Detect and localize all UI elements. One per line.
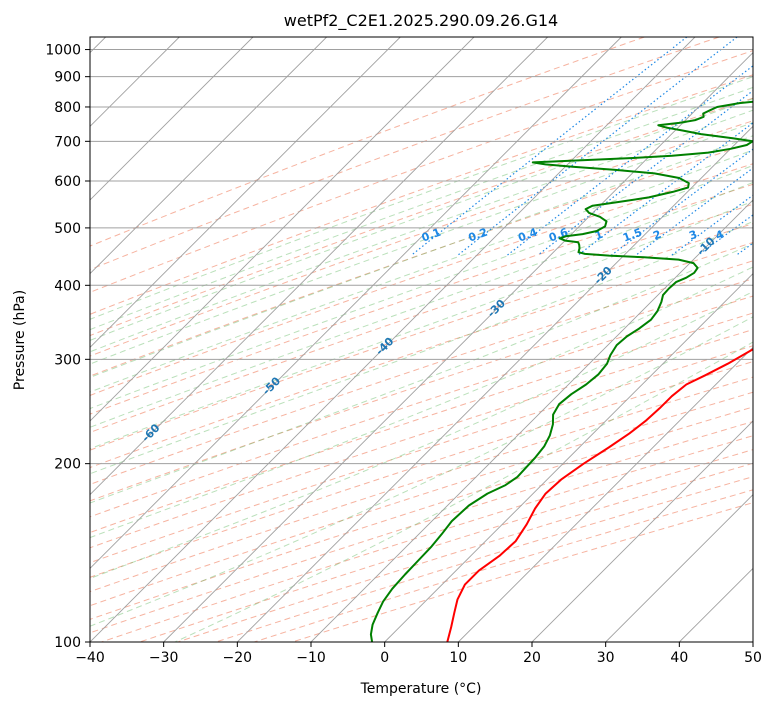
x-tick-label: 0: [380, 650, 389, 666]
x-tick-label: −40: [75, 650, 105, 666]
y-axis-ticks: 100 200 300 400 500 600 700 800 900 1000: [45, 43, 90, 651]
dewpoint-profile-line: [369, 100, 753, 642]
mixing-ratio-line: [457, 37, 738, 256]
dry-adiabat-line: [90, 278, 753, 502]
x-tick-label: −30: [149, 650, 179, 666]
isotherm-line: [163, 52, 753, 642]
mixing-ratio-label: 2: [651, 228, 663, 243]
moist-adiabat-line: [90, 242, 753, 504]
isotherm-line: [90, 37, 401, 348]
dry-adiabat-line: [90, 163, 753, 396]
x-tick-label: −20: [223, 650, 253, 666]
mixing-ratio-lines: [411, 37, 753, 256]
dry-adiabat-line: [90, 361, 753, 578]
x-tick-label: 40: [670, 650, 688, 666]
moist-adiabat-line: [90, 200, 753, 450]
mixing-ratio-label: 0.2: [467, 226, 490, 245]
isotherm-line: [384, 273, 753, 642]
y-tick-label: 700: [54, 134, 81, 150]
moist-adiabat-line: [90, 181, 753, 428]
x-axis-ticks: −40 −30 −20 −10 0 10 20 30 40 50: [75, 642, 762, 666]
x-tick-label: 50: [744, 650, 762, 666]
mixing-ratio-label: 1: [593, 228, 605, 243]
y-tick-label: 1000: [45, 43, 81, 59]
plot-frame: [89, 36, 754, 643]
moist-adiabat-line: [90, 164, 753, 410]
x-tick-label: 20: [523, 650, 541, 666]
isotherm-line: [90, 37, 254, 201]
dry-adiabat-line: [90, 74, 753, 315]
isotherm-line: [90, 37, 475, 422]
mixing-ratio-label: 0.4: [516, 226, 539, 245]
mixing-ratio-label: 4: [714, 228, 726, 243]
y-tick-label: 800: [54, 100, 81, 116]
dry-adiabat-line: [90, 312, 753, 534]
moist-adiabat-line: [90, 86, 753, 331]
moist-adiabat-line: [90, 266, 753, 539]
x-tick-label: 30: [597, 650, 615, 666]
isotherm-line: [90, 37, 327, 275]
chart-title: wetPf2_C2E1.2025.290.09.26.G14: [284, 11, 558, 31]
y-tick-label: 300: [54, 352, 81, 368]
temperature-profile-line: [446, 348, 753, 642]
dry-adiabat-line: [90, 142, 753, 377]
moist-adiabat-line: [90, 109, 753, 353]
mixing-ratio-label: 3: [687, 228, 699, 243]
x-axis-label: Temperature (°C): [360, 681, 482, 697]
isotherm-line: [310, 199, 753, 642]
mixing-ratio-line: [507, 65, 753, 256]
y-tick-label: 400: [54, 278, 81, 294]
isotherm-line: [458, 346, 753, 642]
isotherm-line: [90, 37, 548, 496]
dry-adiabat-line: [90, 183, 753, 415]
y-tick-label: 500: [54, 221, 81, 237]
y-axis-label: Pressure (hPa): [12, 290, 28, 390]
dry-adiabat-line: [90, 37, 645, 247]
isotherm-line: [531, 420, 753, 642]
isobar-gridlines: [90, 49, 753, 642]
x-tick-label: −10: [296, 650, 326, 666]
dry-adiabat-line: [90, 223, 753, 451]
mixing-ratio-labels: 0.10.20.40.611.52346810131620253036: [420, 226, 753, 245]
dry-adiabat-line: [90, 329, 753, 549]
x-tick-label: 10: [449, 650, 467, 666]
moist-adiabat-line: [90, 76, 753, 320]
mixing-ratio-line: [635, 167, 753, 256]
dry-adiabat-line: [90, 50, 753, 293]
mixing-ratio-line: [411, 37, 688, 256]
mixing-ratio-label: 1.5: [621, 226, 644, 245]
isotherm-line: [90, 37, 622, 569]
isotherm-line: [605, 494, 753, 642]
isotherm-line: [90, 37, 696, 642]
moist-adiabat-line: [90, 291, 753, 579]
mixing-ratio-line: [577, 122, 753, 256]
y-tick-label: 600: [54, 174, 81, 190]
dry-adiabat-line: [90, 391, 753, 607]
mixing-ratio-label: 0.1: [420, 226, 443, 245]
profile-series: [369, 100, 753, 642]
isotherm-line: [237, 125, 753, 642]
dry-adiabat-line: [90, 97, 753, 337]
y-tick-label: 900: [54, 70, 81, 86]
y-tick-label: 200: [54, 457, 81, 473]
moist-adiabat-line: [90, 98, 753, 341]
y-tick-label: 100: [54, 635, 81, 651]
moist-adiabats: [90, 76, 753, 642]
isotherms: [90, 37, 753, 642]
